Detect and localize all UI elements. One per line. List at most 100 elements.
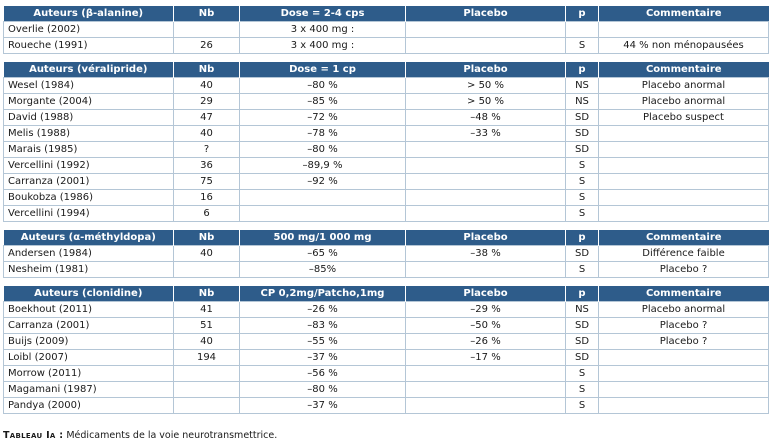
header-comment: Commentaire bbox=[598, 286, 769, 302]
tables-container: Auteurs (β-alanine) Nb Dose = 2-4 cps Pl… bbox=[3, 6, 769, 422]
cell-placebo bbox=[405, 157, 566, 174]
cell-dose: –92 % bbox=[239, 173, 406, 190]
cell-comment bbox=[598, 125, 769, 142]
cell-p: S bbox=[565, 397, 599, 414]
cell-comment bbox=[598, 141, 769, 158]
header-nb: Nb bbox=[173, 6, 240, 22]
cell-nb bbox=[173, 381, 240, 398]
table-caption: Tableau Ia : Médicaments de la voie neur… bbox=[3, 430, 277, 441]
cell-placebo: –26 % bbox=[405, 333, 566, 350]
cell-nb: 75 bbox=[173, 173, 240, 190]
cell-placebo: –48 % bbox=[405, 109, 566, 126]
cell-placebo: > 50 % bbox=[405, 93, 566, 110]
table-row: Carranza (2001) 51 –83 % –50 % SD Placeb… bbox=[3, 317, 769, 334]
caption-label: Tableau Ia : bbox=[3, 430, 64, 441]
cell-nb: 47 bbox=[173, 109, 240, 126]
header-placebo: Placebo bbox=[405, 6, 566, 22]
cell-nb: 51 bbox=[173, 317, 240, 334]
cell-comment bbox=[598, 21, 769, 38]
cell-author: Nesheim (1981) bbox=[3, 261, 174, 278]
cell-nb: 40 bbox=[173, 333, 240, 350]
cell-p: S bbox=[565, 189, 599, 206]
cell-dose: –78 % bbox=[239, 125, 406, 142]
cell-p: NS bbox=[565, 301, 599, 318]
table-row: Buijs (2009) 40 –55 % –26 % SD Placebo ? bbox=[3, 333, 769, 350]
cell-author: Vercellini (1994) bbox=[3, 205, 174, 222]
cell-nb bbox=[173, 261, 240, 278]
cell-p: SD bbox=[565, 141, 599, 158]
cell-author: Morgante (2004) bbox=[3, 93, 174, 110]
cell-comment bbox=[598, 397, 769, 414]
table-row: Overlie (2002) 3 x 400 mg : bbox=[3, 21, 769, 38]
table-header-row: Auteurs (α-méthyldopa) Nb 500 mg/1 000 m… bbox=[3, 230, 769, 246]
cell-author: Magamani (1987) bbox=[3, 381, 174, 398]
cell-p: SD bbox=[565, 109, 599, 126]
table-row: Vercellini (1994) 6 S bbox=[3, 205, 769, 222]
header-authors: Auteurs (α-méthyldopa) bbox=[3, 230, 174, 246]
table-row: David (1988) 47 –72 % –48 % SD Placebo s… bbox=[3, 109, 769, 126]
cell-p: NS bbox=[565, 77, 599, 94]
cell-placebo bbox=[405, 21, 566, 38]
cell-author: Vercellini (1992) bbox=[3, 157, 174, 174]
cell-placebo: –38 % bbox=[405, 245, 566, 262]
cell-placebo bbox=[405, 173, 566, 190]
table-row: Carranza (2001) 75 –92 % S bbox=[3, 173, 769, 190]
cell-author: Boekhout (2011) bbox=[3, 301, 174, 318]
cell-comment bbox=[598, 173, 769, 190]
cell-placebo bbox=[405, 381, 566, 398]
table-row: Marais (1985) ? –80 % SD bbox=[3, 141, 769, 158]
cell-placebo bbox=[405, 397, 566, 414]
cell-dose: –56 % bbox=[239, 365, 406, 382]
table-row: Magamani (1987) –80 % S bbox=[3, 381, 769, 398]
cell-nb: 194 bbox=[173, 349, 240, 366]
cell-nb bbox=[173, 397, 240, 414]
cell-comment bbox=[598, 349, 769, 366]
table-row: Wesel (1984) 40 –80 % > 50 % NS Placebo … bbox=[3, 77, 769, 94]
cell-author: Roueche (1991) bbox=[3, 37, 174, 54]
cell-p: S bbox=[565, 365, 599, 382]
table-row: Boukobza (1986) 16 S bbox=[3, 189, 769, 206]
cell-nb: 16 bbox=[173, 189, 240, 206]
cell-author: Marais (1985) bbox=[3, 141, 174, 158]
header-placebo: Placebo bbox=[405, 286, 566, 302]
cell-p: S bbox=[565, 381, 599, 398]
table-header-row: Auteurs (clonidine) Nb CP 0,2mg/Patcho,1… bbox=[3, 286, 769, 302]
table-row: Melis (1988) 40 –78 % –33 % SD bbox=[3, 125, 769, 142]
table-row: Boekhout (2011) 41 –26 % –29 % NS Placeb… bbox=[3, 301, 769, 318]
cell-placebo bbox=[405, 189, 566, 206]
cell-author: Pandya (2000) bbox=[3, 397, 174, 414]
cell-dose: 3 x 400 mg : bbox=[239, 21, 406, 38]
cell-comment: Placebo anormal bbox=[598, 93, 769, 110]
cell-placebo bbox=[405, 141, 566, 158]
table-row: Roueche (1991) 26 3 x 400 mg : S 44 % no… bbox=[3, 37, 769, 54]
cell-p: SD bbox=[565, 125, 599, 142]
header-dose: Dose = 1 cp bbox=[239, 62, 406, 78]
header-comment: Commentaire bbox=[598, 230, 769, 246]
cell-comment: Placebo suspect bbox=[598, 109, 769, 126]
table-row: Morrow (2011) –56 % S bbox=[3, 365, 769, 382]
cell-placebo bbox=[405, 365, 566, 382]
table-row: Vercellini (1992) 36 –89,9 % S bbox=[3, 157, 769, 174]
cell-placebo: > 50 % bbox=[405, 77, 566, 94]
table-row: Pandya (2000) –37 % S bbox=[3, 397, 769, 414]
cell-nb: 41 bbox=[173, 301, 240, 318]
cell-dose: 3 x 400 mg : bbox=[239, 37, 406, 54]
cell-p: SD bbox=[565, 333, 599, 350]
header-comment: Commentaire bbox=[598, 6, 769, 22]
header-dose: 500 mg/1 000 mg bbox=[239, 230, 406, 246]
cell-dose: –80 % bbox=[239, 141, 406, 158]
cell-dose: –83 % bbox=[239, 317, 406, 334]
cell-nb bbox=[173, 21, 240, 38]
cell-comment: Placebo anormal bbox=[598, 301, 769, 318]
cell-author: Morrow (2011) bbox=[3, 365, 174, 382]
cell-nb: 36 bbox=[173, 157, 240, 174]
cell-author: Andersen (1984) bbox=[3, 245, 174, 262]
cell-dose: –37 % bbox=[239, 349, 406, 366]
cell-nb bbox=[173, 365, 240, 382]
cell-author: David (1988) bbox=[3, 109, 174, 126]
header-p: p bbox=[565, 6, 599, 22]
cell-comment bbox=[598, 157, 769, 174]
cell-p: SD bbox=[565, 317, 599, 334]
cell-dose: –89,9 % bbox=[239, 157, 406, 174]
table-header-row: Auteurs (β-alanine) Nb Dose = 2-4 cps Pl… bbox=[3, 6, 769, 22]
